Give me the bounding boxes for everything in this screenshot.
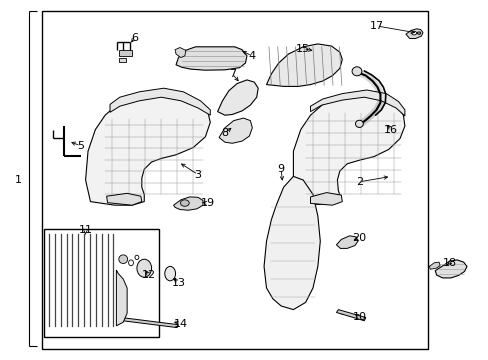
Polygon shape xyxy=(176,47,246,70)
Polygon shape xyxy=(336,310,365,321)
Ellipse shape xyxy=(128,260,133,266)
Ellipse shape xyxy=(351,67,361,76)
Text: 20: 20 xyxy=(352,233,366,243)
Text: 18: 18 xyxy=(442,258,456,268)
Ellipse shape xyxy=(137,259,151,277)
Polygon shape xyxy=(310,193,342,205)
Text: 3: 3 xyxy=(194,170,201,180)
Text: 8: 8 xyxy=(221,128,228,138)
Text: 5: 5 xyxy=(77,141,84,151)
Text: 4: 4 xyxy=(248,51,255,61)
Text: 11: 11 xyxy=(79,225,92,235)
Polygon shape xyxy=(85,92,210,205)
Polygon shape xyxy=(217,80,258,115)
Text: 1: 1 xyxy=(15,175,22,185)
Polygon shape xyxy=(405,29,422,39)
Ellipse shape xyxy=(411,31,416,35)
Text: 13: 13 xyxy=(171,278,185,288)
Bar xyxy=(44,229,159,337)
Text: 14: 14 xyxy=(174,319,187,329)
Text: 2: 2 xyxy=(355,177,362,187)
Ellipse shape xyxy=(119,255,127,264)
Ellipse shape xyxy=(180,200,189,206)
Ellipse shape xyxy=(135,255,139,260)
Ellipse shape xyxy=(416,32,420,35)
Bar xyxy=(119,50,132,56)
Bar xyxy=(119,58,126,62)
Ellipse shape xyxy=(355,120,363,127)
Polygon shape xyxy=(219,118,252,143)
Text: 10: 10 xyxy=(352,312,366,322)
Text: 17: 17 xyxy=(369,21,383,31)
Text: 9: 9 xyxy=(277,164,284,174)
Polygon shape xyxy=(428,262,439,269)
Text: 6: 6 xyxy=(131,33,138,43)
Polygon shape xyxy=(264,176,320,310)
Polygon shape xyxy=(336,236,357,248)
Text: 12: 12 xyxy=(142,270,156,280)
Polygon shape xyxy=(266,44,342,86)
Polygon shape xyxy=(120,318,178,328)
Text: 19: 19 xyxy=(201,198,214,208)
Polygon shape xyxy=(110,88,210,115)
Polygon shape xyxy=(106,193,142,205)
Polygon shape xyxy=(310,90,404,116)
Ellipse shape xyxy=(164,266,175,281)
Text: 16: 16 xyxy=(384,125,397,135)
Text: 7: 7 xyxy=(228,69,235,79)
Polygon shape xyxy=(434,260,466,278)
Bar xyxy=(41,11,427,349)
Polygon shape xyxy=(293,94,404,204)
Text: 15: 15 xyxy=(296,44,309,54)
Polygon shape xyxy=(173,197,203,210)
Polygon shape xyxy=(175,48,185,58)
Polygon shape xyxy=(116,270,127,326)
